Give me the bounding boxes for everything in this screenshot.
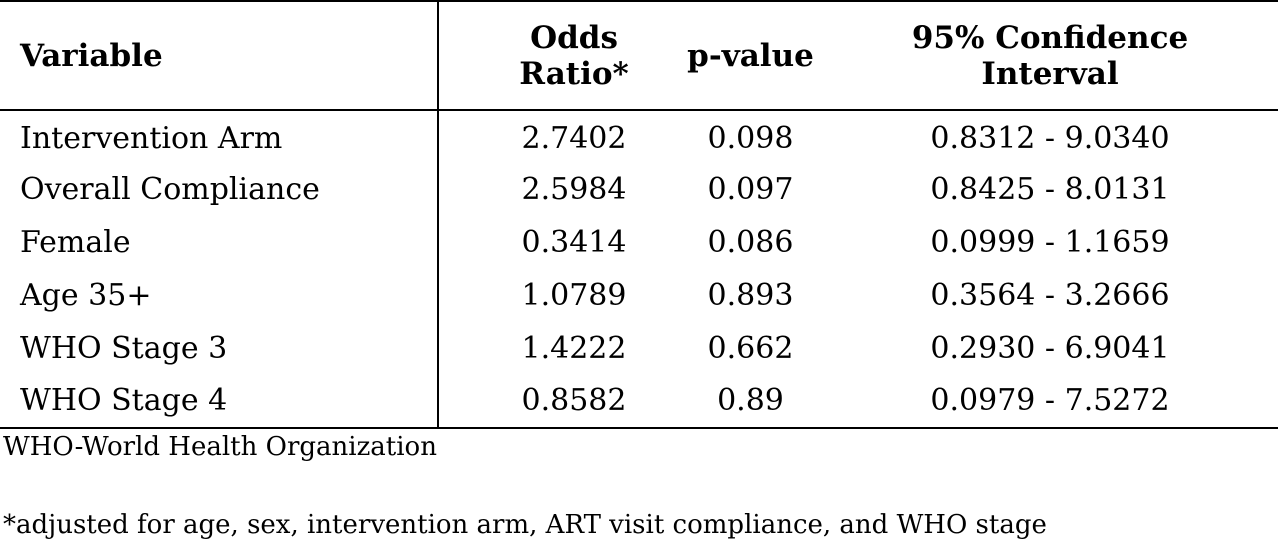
- odds-ratio-table: Variable Odds Ratio* p-value 95% Confide…: [0, 0, 1278, 429]
- cell-p-value: 0.098: [707, 121, 794, 156]
- header-row: Variable Odds Ratio* p-value 95% Confide…: [0, 0, 1278, 111]
- cell-p-value: 0.086: [707, 224, 794, 260]
- header-odds-ratio-line2: Ratio*: [519, 55, 629, 92]
- cell-confidence-interval: 0.2930 - 6.9041: [930, 330, 1170, 366]
- cell-p-value: 0.097: [707, 171, 794, 207]
- cell-p-value: 0.893: [707, 277, 794, 313]
- cell-confidence-interval: 0.0979 - 7.5272: [822, 375, 1278, 429]
- cell-odds-ratio: 2.5984: [521, 171, 627, 207]
- cell-variable: Female: [0, 216, 439, 269]
- table-row: Female 0.3414 0.086 0.0999 - 1.1659: [0, 216, 1278, 269]
- table-row: Intervention Arm 2.7402 0.098 0.8312 - 9…: [0, 110, 1278, 163]
- table-row: WHO Stage 3 1.4222 0.662 0.2930 - 6.9041: [0, 322, 1278, 375]
- cell-variable: WHO Stage 4: [0, 375, 439, 429]
- cell-variable: WHO Stage 3: [0, 322, 439, 375]
- table-row: WHO Stage 4 0.8582 0.89 0.0979 - 7.5272: [0, 375, 1278, 429]
- header-odds-ratio: Odds Ratio*: [438, 0, 679, 111]
- table-header: Variable Odds Ratio* p-value 95% Confide…: [0, 0, 1278, 111]
- footnote-abbreviation: WHO-World Health Organization: [3, 432, 437, 462]
- cell-variable: Overall Compliance: [0, 163, 439, 216]
- table-body: Intervention Arm 2.7402 0.098 0.8312 - 9…: [0, 110, 1278, 429]
- cell-variable: Intervention Arm: [0, 110, 439, 163]
- cell-confidence-interval: 0.8312 - 9.0340: [930, 121, 1170, 156]
- header-ci-line2: Interval: [981, 55, 1119, 92]
- header-confidence-interval: 95% Confidence Interval: [822, 0, 1278, 111]
- cell-confidence-interval: 0.8425 - 8.0131: [930, 171, 1170, 207]
- cell-odds-ratio: 1.4222: [521, 330, 627, 366]
- cell-variable: Age 35+: [0, 269, 439, 322]
- footnote-adjustment: *adjusted for age, sex, intervention arm…: [3, 510, 1047, 540]
- cell-p-value: 0.89: [679, 375, 822, 429]
- cell-odds-ratio: 0.8582: [438, 375, 679, 429]
- header-ci-line1: 95% Confidence: [911, 19, 1189, 56]
- cell-odds-ratio: 2.7402: [521, 121, 627, 156]
- cell-odds-ratio: 0.3414: [521, 224, 627, 260]
- header-p-value: p-value: [679, 0, 822, 111]
- table-row: Overall Compliance 2.5984 0.097 0.8425 -…: [0, 163, 1278, 216]
- header-odds-ratio-line1: Odds: [530, 19, 618, 56]
- cell-confidence-interval: 0.0999 - 1.1659: [930, 224, 1170, 260]
- cell-odds-ratio: 1.0789: [521, 277, 627, 313]
- table-row: Age 35+ 1.0789 0.893 0.3564 - 3.2666: [0, 269, 1278, 322]
- cell-confidence-interval: 0.3564 - 3.2666: [930, 277, 1170, 313]
- cell-p-value: 0.662: [707, 330, 794, 366]
- header-variable: Variable: [0, 0, 439, 111]
- results-table-container: Variable Odds Ratio* p-value 95% Confide…: [0, 0, 1278, 429]
